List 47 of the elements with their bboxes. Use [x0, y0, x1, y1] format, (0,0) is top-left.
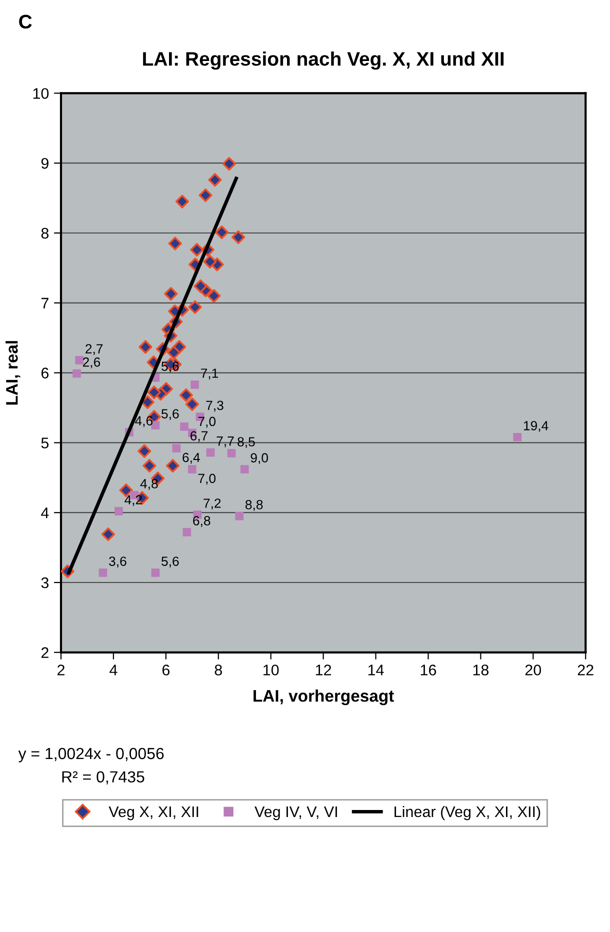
legend-label: Linear (Veg X, XI, XII)	[394, 806, 540, 820]
x-tick-label: 18	[473, 664, 489, 676]
y-tick-label: 5	[41, 438, 49, 448]
x-axis-title: LAI, vorhergesagt	[254, 690, 394, 706]
annotation: 6,7	[190, 431, 208, 442]
legend-label: Veg X, XI, XII	[108, 806, 198, 820]
text: R² = 0,7435	[62, 771, 144, 784]
annotation: 3,6	[109, 556, 126, 568]
y-tick-label: 7	[41, 298, 48, 308]
y-tick-label: 6	[41, 368, 49, 378]
y-tick-label: 8	[41, 228, 49, 239]
annotation: 5,6	[162, 556, 179, 568]
annotation: 8,8	[245, 500, 263, 511]
x-tick-label: 14	[368, 664, 384, 676]
annotation: 7,2	[204, 498, 221, 510]
annotation: 6,8	[193, 516, 210, 527]
y-tick-label: 10	[33, 88, 49, 99]
text: C	[19, 14, 32, 29]
x-tick-label: 10	[264, 664, 279, 676]
x-tick-label: 2	[58, 664, 64, 676]
annotation: 2,7	[86, 344, 103, 355]
x-tick-label: 12	[316, 664, 332, 676]
annotation: 5,6	[162, 409, 179, 420]
x-tick-label: 16	[420, 664, 436, 676]
annotation: 5,6	[162, 362, 179, 372]
annotation: 7,3	[206, 400, 224, 412]
annotation: 4,8	[140, 479, 158, 490]
y-tick-label: 3	[41, 577, 49, 588]
annotation: 9,0	[250, 453, 268, 464]
annotation: 4,6	[135, 416, 153, 427]
text: y = 1,0024x - 0,0056	[18, 748, 164, 762]
annotation: 7,0	[198, 416, 216, 428]
annotation: 6,4	[182, 452, 200, 464]
y-tick-label: 9	[41, 158, 48, 169]
y-tick-label: 4	[41, 508, 49, 518]
x-tick-label: 8	[214, 664, 222, 676]
y-axis-title: LAI, real	[6, 341, 20, 405]
annotation: 7,0	[198, 474, 216, 485]
legend-label: Veg IV, V, VI	[254, 806, 337, 820]
x-tick-label: 20	[525, 664, 542, 676]
x-tick-label: 4	[110, 664, 118, 676]
chart-title: LAI: Regression nach Veg. X, XI und XII	[143, 51, 504, 70]
annotation: 19,4	[524, 420, 548, 432]
annotation: 2,6	[82, 357, 100, 368]
y-tick-label: 2	[41, 647, 48, 658]
x-tick-label: 6	[162, 664, 170, 676]
x-tick-label: 22	[578, 664, 594, 676]
